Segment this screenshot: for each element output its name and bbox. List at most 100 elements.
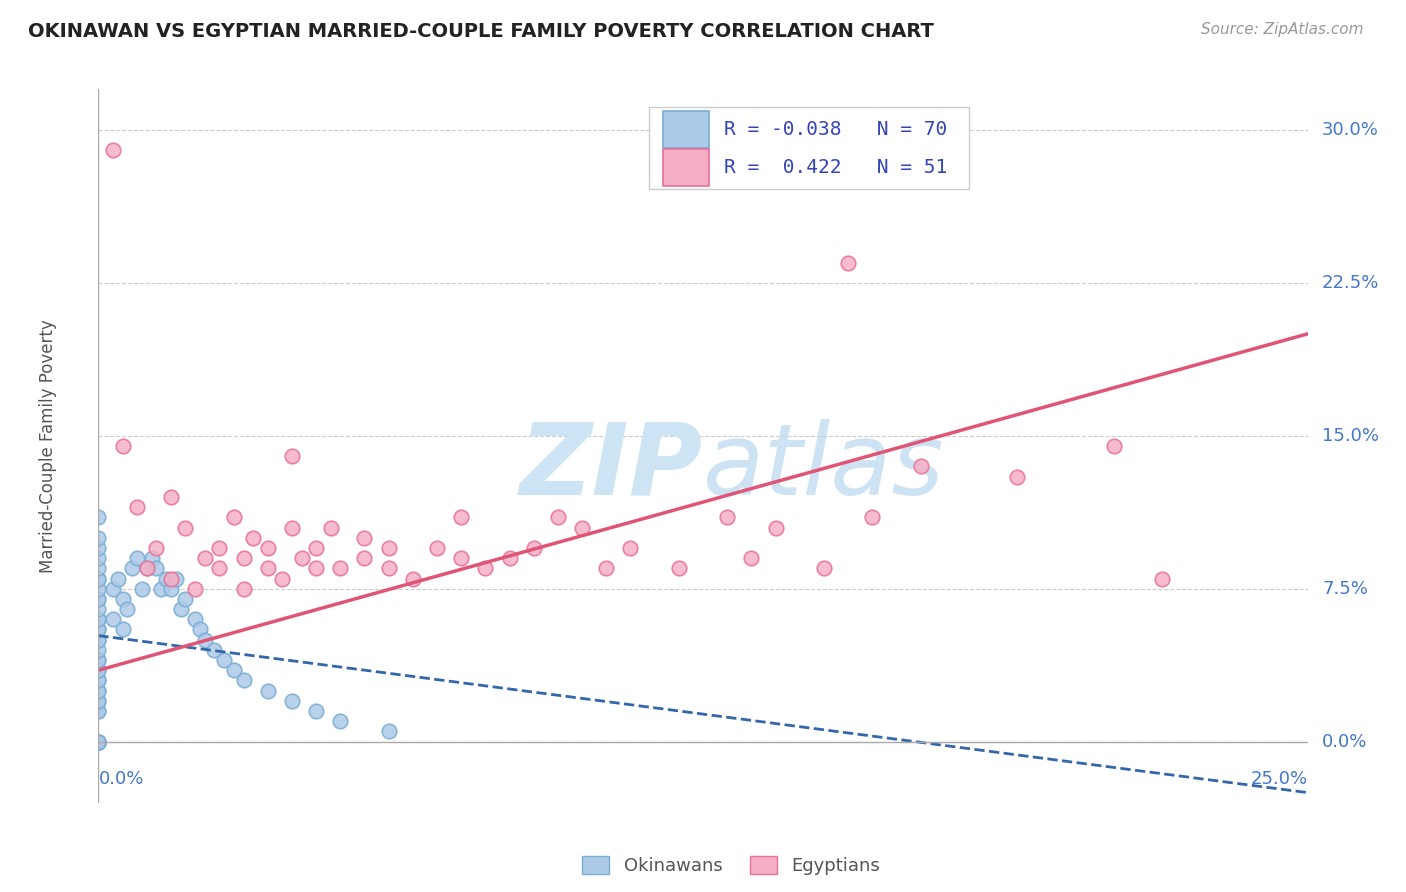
Point — [145, 541, 167, 555]
Text: Source: ZipAtlas.com: Source: ZipAtlas.com — [1201, 22, 1364, 37]
Point — [377, 561, 399, 575]
Point — [87, 643, 110, 657]
Point — [160, 582, 183, 596]
Point — [141, 551, 163, 566]
Point — [87, 653, 110, 667]
Text: 30.0%: 30.0% — [1322, 121, 1379, 139]
Bar — [664, 112, 709, 148]
Point — [87, 673, 110, 688]
Point — [256, 561, 278, 575]
Bar — [664, 149, 709, 186]
Point — [87, 734, 110, 748]
Point — [101, 144, 124, 158]
Point — [353, 551, 375, 566]
Point — [87, 673, 110, 688]
Text: atlas: atlas — [703, 419, 945, 516]
Point — [117, 602, 139, 616]
Text: R = -0.038   N = 70: R = -0.038 N = 70 — [724, 120, 946, 139]
Point — [305, 704, 328, 718]
Text: ZIP: ZIP — [520, 419, 703, 516]
Point — [595, 561, 617, 575]
Point — [87, 734, 110, 748]
Point — [242, 531, 264, 545]
Point — [184, 582, 207, 596]
Point — [155, 572, 177, 586]
Point — [169, 602, 191, 616]
Point — [860, 510, 883, 524]
Point — [188, 623, 211, 637]
Text: Married-Couple Family Poverty: Married-Couple Family Poverty — [38, 319, 56, 573]
Point — [547, 510, 569, 524]
Point — [131, 582, 153, 596]
Point — [87, 734, 110, 748]
Text: 25.0%: 25.0% — [1250, 770, 1308, 789]
Point — [101, 612, 124, 626]
Point — [127, 500, 149, 515]
Point — [145, 561, 167, 575]
Point — [87, 704, 110, 718]
Point — [87, 541, 110, 555]
Point — [87, 572, 110, 586]
Point — [111, 623, 134, 637]
Point — [150, 582, 173, 596]
Point — [87, 623, 110, 637]
Point — [135, 561, 157, 575]
Point — [121, 561, 143, 575]
Point — [87, 510, 110, 524]
Point — [1007, 469, 1029, 483]
Point — [716, 510, 738, 524]
Point — [319, 520, 342, 534]
Point — [87, 734, 110, 748]
Point — [765, 520, 787, 534]
Point — [87, 531, 110, 545]
Point — [87, 734, 110, 748]
Point — [165, 572, 187, 586]
Point — [668, 561, 690, 575]
Text: OKINAWAN VS EGYPTIAN MARRIED-COUPLE FAMILY POVERTY CORRELATION CHART: OKINAWAN VS EGYPTIAN MARRIED-COUPLE FAMI… — [28, 22, 934, 41]
Point — [160, 490, 183, 504]
Point — [910, 459, 932, 474]
Point — [135, 561, 157, 575]
Point — [87, 612, 110, 626]
Point — [271, 572, 294, 586]
Point — [619, 541, 641, 555]
Text: 15.0%: 15.0% — [1322, 426, 1379, 445]
Text: 0.0%: 0.0% — [98, 770, 143, 789]
Point — [174, 520, 197, 534]
Point — [232, 582, 254, 596]
Point — [87, 632, 110, 647]
Point — [87, 694, 110, 708]
Point — [377, 724, 399, 739]
Point — [208, 561, 231, 575]
Point — [87, 694, 110, 708]
Point — [208, 541, 231, 555]
Point — [174, 591, 197, 606]
Point — [87, 734, 110, 748]
Point — [87, 561, 110, 575]
Point — [87, 572, 110, 586]
Point — [87, 734, 110, 748]
Point — [305, 541, 328, 555]
Point — [290, 551, 312, 566]
Point — [222, 510, 245, 524]
Point — [87, 551, 110, 566]
Point — [1102, 439, 1125, 453]
Point — [127, 551, 149, 566]
Point — [329, 561, 352, 575]
Point — [101, 582, 124, 596]
Point — [87, 591, 110, 606]
Point — [426, 541, 449, 555]
Point — [353, 531, 375, 545]
Point — [87, 663, 110, 677]
FancyBboxPatch shape — [648, 107, 969, 189]
Point — [87, 591, 110, 606]
Point — [402, 572, 425, 586]
Point — [740, 551, 762, 566]
Point — [87, 632, 110, 647]
Text: 22.5%: 22.5% — [1322, 274, 1379, 292]
Point — [232, 551, 254, 566]
Point — [87, 612, 110, 626]
Point — [1152, 572, 1174, 586]
Point — [87, 734, 110, 748]
Point — [222, 663, 245, 677]
